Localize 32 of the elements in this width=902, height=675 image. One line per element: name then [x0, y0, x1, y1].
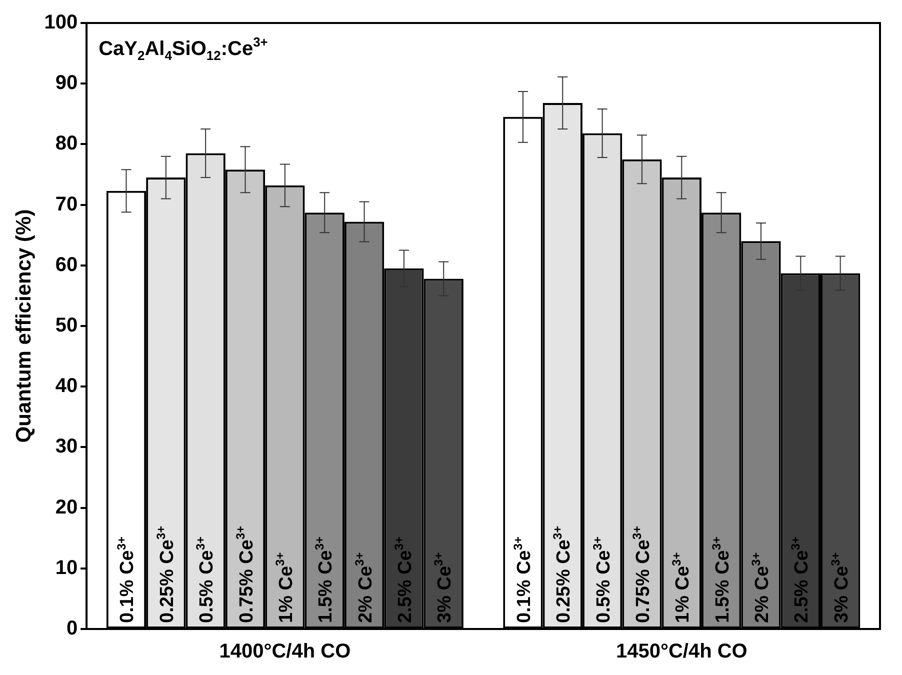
- x-tick-label: 1450°C/4h CO: [616, 640, 748, 663]
- y-axis-title: Quantum efficiency (%): [12, 209, 36, 443]
- series-label: 3% Ce3+: [432, 552, 456, 623]
- y-tick-label: 50: [55, 314, 78, 337]
- y-tick-label: 40: [55, 375, 78, 398]
- text: 0.75% Ce3+: [630, 526, 654, 623]
- text: 0.25% Ce3+: [550, 526, 575, 623]
- text: 3% Ce3+: [828, 552, 852, 623]
- text: 1% Ce3+: [670, 552, 694, 623]
- text: 2.5% Ce3+: [788, 536, 813, 623]
- series-label: 0.1% Ce3+: [114, 536, 138, 623]
- y-tick-label: 90: [55, 72, 78, 94]
- y-tick-label: 30: [55, 436, 78, 458]
- series-label: 0.5% Ce3+: [194, 536, 218, 623]
- series-label: 2.5% Ce3+: [392, 536, 416, 623]
- series-label: 2% Ce3+: [352, 552, 376, 623]
- y-tick-label: 80: [55, 132, 78, 155]
- text: 2% Ce3+: [749, 552, 773, 623]
- text: 0.5% Ce3+: [590, 536, 614, 623]
- y-tick-label: 70: [55, 193, 78, 216]
- series-label: 0.25% Ce3+: [154, 526, 178, 623]
- series-label: 0.75% Ce3+: [233, 526, 258, 623]
- y-tick-label: 100: [44, 12, 78, 34]
- series-label: 1% Ce3+: [272, 552, 297, 623]
- text: 1.5% Ce3+: [709, 536, 734, 623]
- y-tick-label: 20: [55, 496, 78, 518]
- text: 0.1% Ce3+: [510, 536, 535, 623]
- y-tick-label: 60: [55, 254, 78, 276]
- series-label: 1.5% Ce3+: [312, 536, 337, 623]
- y-tick-label: 10: [55, 556, 78, 579]
- y-tick-label: 0: [66, 618, 78, 640]
- x-tick-label: 1400°C/4h CO: [219, 640, 351, 663]
